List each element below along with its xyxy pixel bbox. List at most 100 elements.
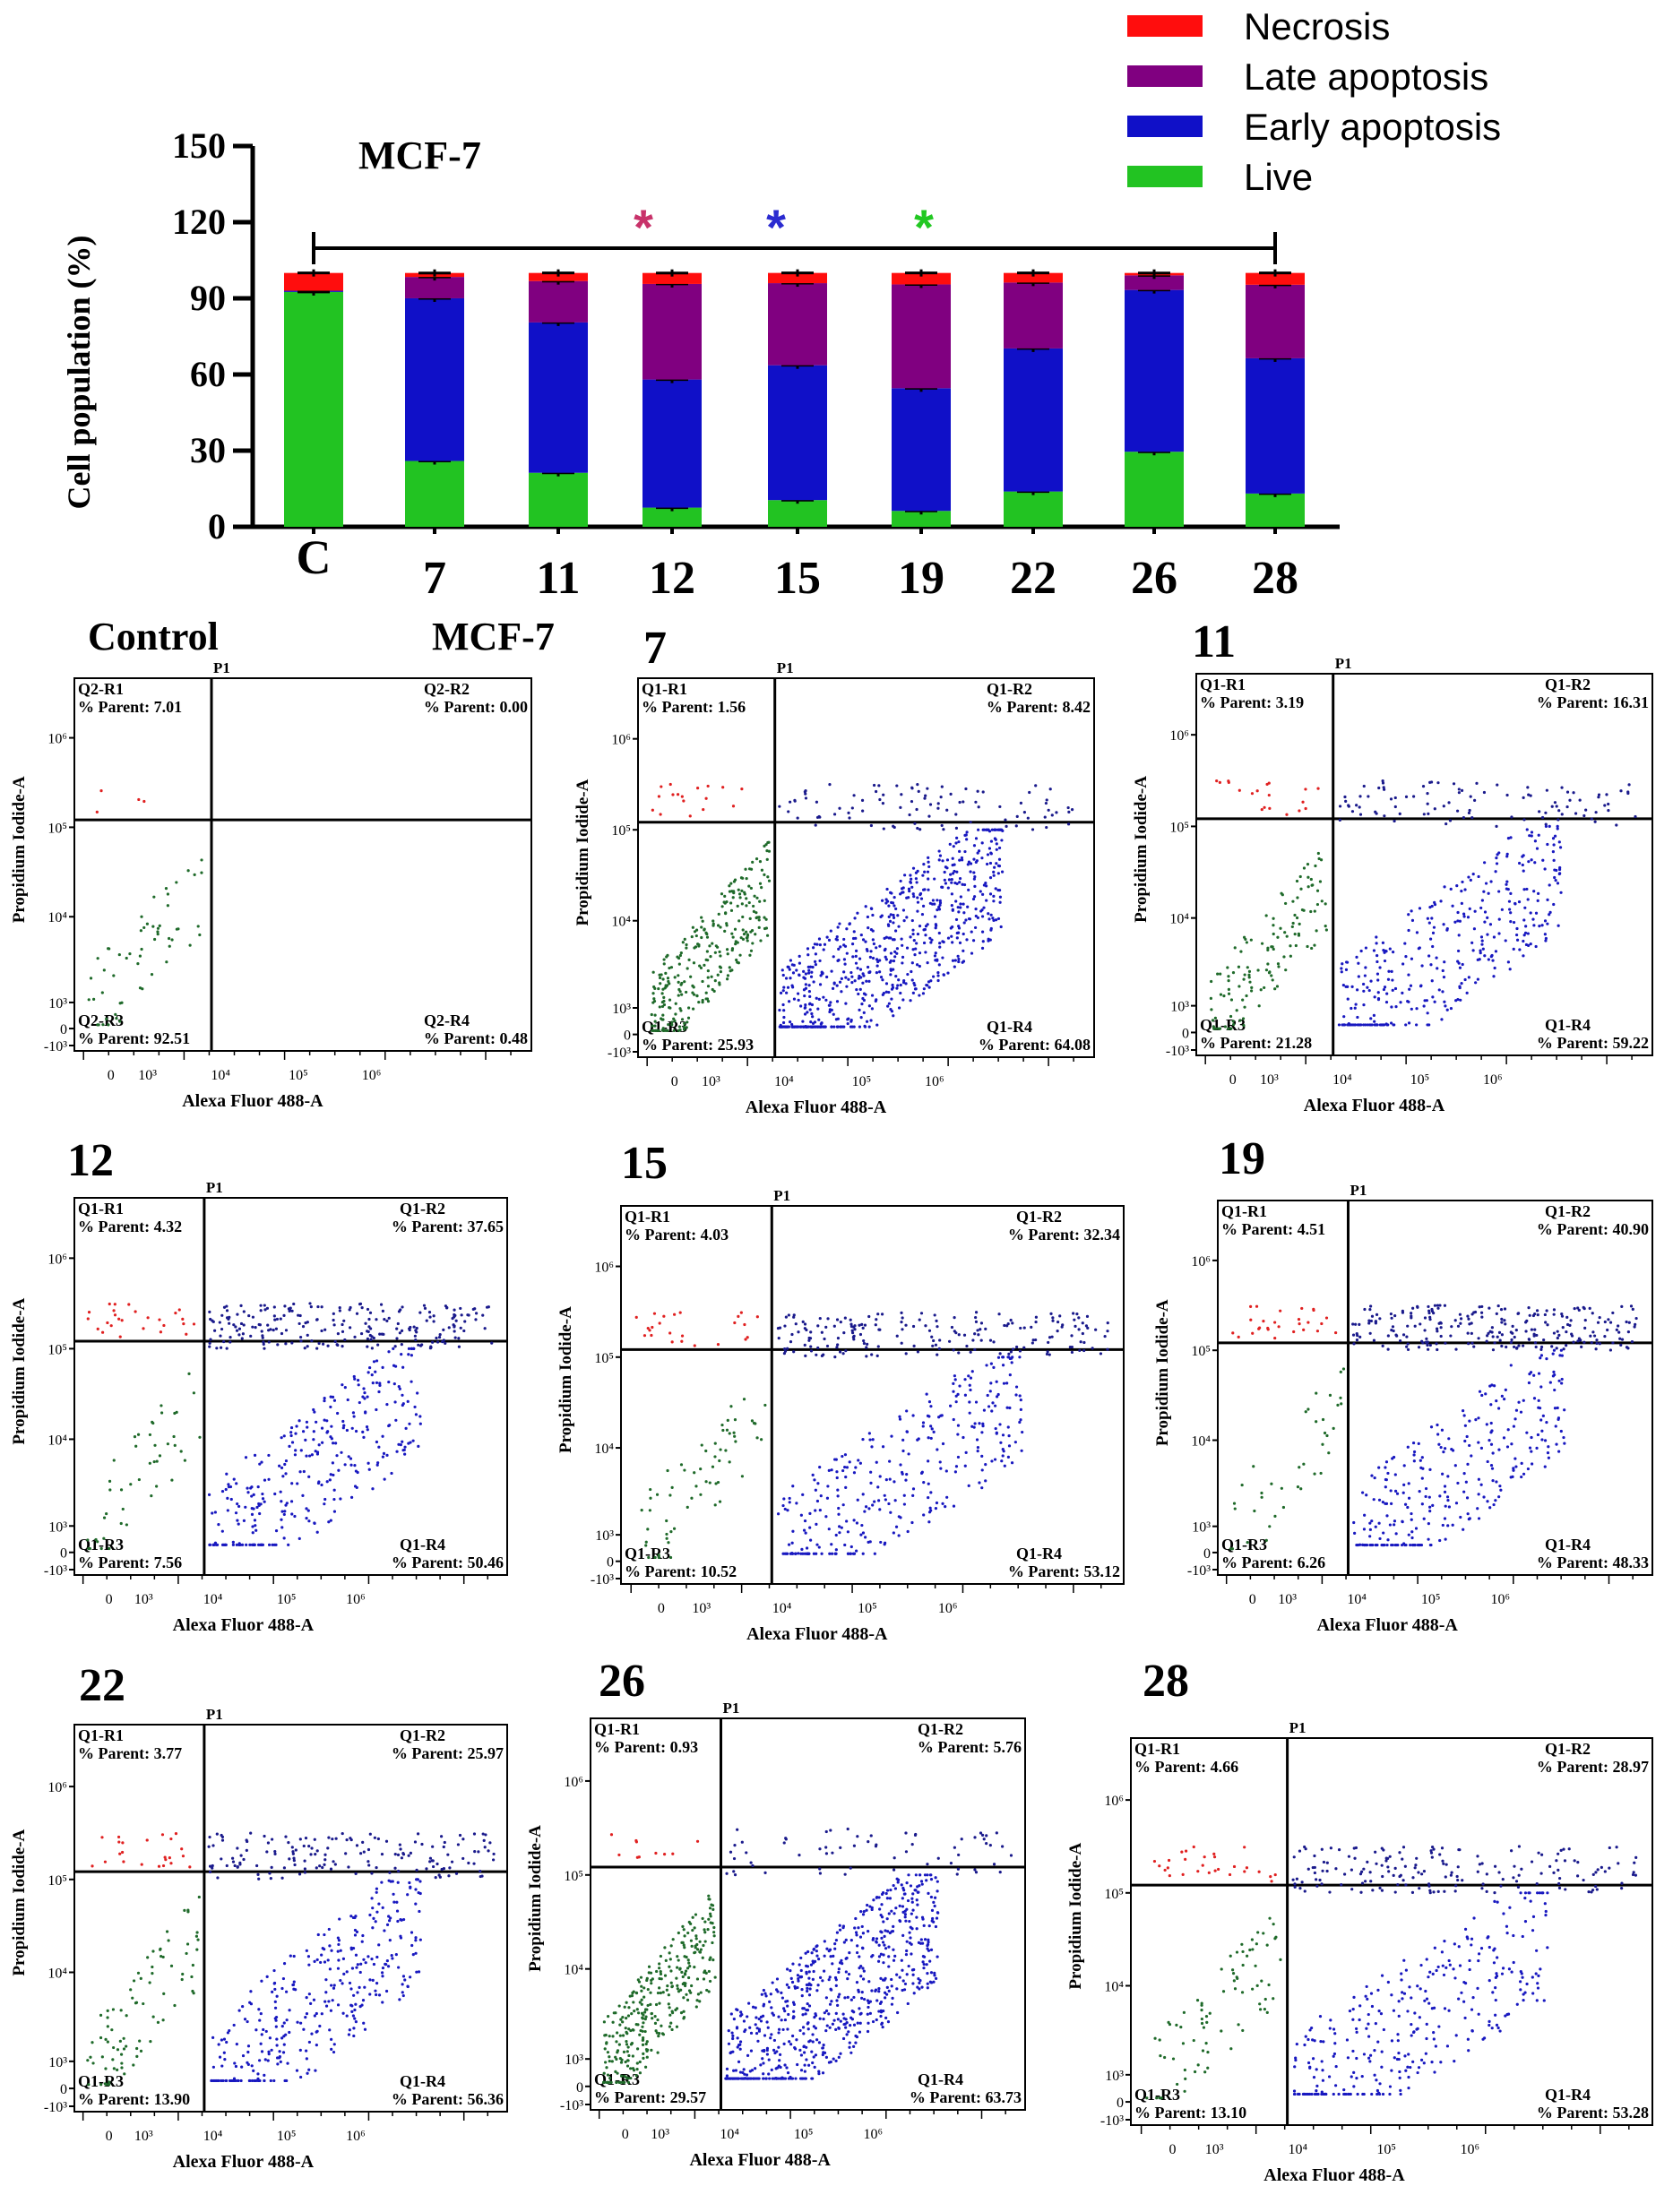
- event-dot: [716, 1343, 720, 1347]
- event-dot: [122, 1860, 125, 1863]
- event-dot: [385, 1319, 389, 1322]
- event-dot: [1358, 1543, 1362, 1546]
- event-dot: [119, 2053, 124, 2056]
- quadrant-percent: % Parent: 4.03: [625, 1226, 729, 1244]
- event-dot: [854, 961, 858, 965]
- event-dot: [923, 870, 927, 874]
- event-dot: [213, 2079, 217, 2083]
- quadrant-percent: % Parent: 5.76: [918, 1738, 1022, 1756]
- event-dot: [1456, 919, 1460, 923]
- event-dot: [707, 1917, 711, 1921]
- event-dot: [355, 1930, 359, 1933]
- event-dot: [1313, 943, 1316, 947]
- event-dot: [660, 785, 663, 788]
- event-dot: [1509, 1476, 1513, 1479]
- event-dot: [865, 979, 868, 983]
- event-dot: [960, 1838, 963, 1841]
- event-dot: [256, 1872, 260, 1876]
- event-dot: [1403, 942, 1407, 945]
- event-dot: [874, 1323, 877, 1327]
- event-dot: [1427, 1309, 1431, 1313]
- event-dot: [387, 1316, 391, 1320]
- event-dot: [267, 1543, 272, 1546]
- event-dot: [370, 1958, 374, 1961]
- event-dot: [349, 1457, 353, 1460]
- event-dot: [1393, 1489, 1398, 1493]
- event-dot: [387, 1350, 391, 1354]
- event-dot: [348, 1308, 351, 1312]
- event-dot: [164, 887, 168, 891]
- event-dot: [811, 1015, 815, 1019]
- event-dot: [312, 1430, 315, 1433]
- event-dot: [1532, 890, 1536, 893]
- event-dot: [765, 934, 770, 937]
- event-dot: [1496, 1335, 1499, 1338]
- event-dot: [938, 945, 942, 949]
- x-tick-label: 26: [1131, 553, 1177, 604]
- event-dot: [708, 1906, 712, 1910]
- event-dot: [964, 833, 968, 837]
- event-dot: [924, 794, 927, 797]
- event-dot: [743, 1322, 746, 1327]
- event-dot: [283, 1462, 287, 1467]
- event-dot: [368, 1978, 372, 1982]
- event-dot: [313, 1410, 316, 1414]
- event-dot: [1470, 941, 1474, 944]
- event-dot: [1213, 1016, 1217, 1020]
- event-dot: [1530, 831, 1534, 834]
- event-dot: [127, 1303, 131, 1306]
- event-dot: [895, 986, 899, 990]
- event-dot: [658, 1321, 661, 1325]
- event-dot: [888, 1459, 892, 1463]
- event-dot: [324, 1991, 328, 1994]
- event-dot: [1544, 824, 1548, 829]
- event-dot: [1393, 819, 1396, 823]
- event-dot: [938, 903, 942, 907]
- event-dot: [136, 1971, 141, 1975]
- event-dot: [653, 1013, 657, 1017]
- event-dot: [1219, 972, 1222, 976]
- event-dot: [731, 896, 735, 899]
- event-dot: [992, 874, 996, 877]
- event-dot: [847, 811, 850, 814]
- event-dot: [1497, 890, 1501, 893]
- event-dot: [885, 887, 889, 891]
- event-dot: [803, 1327, 806, 1330]
- event-dot: [682, 799, 686, 803]
- event-dot: [1489, 1403, 1493, 1407]
- event-dot: [145, 922, 150, 925]
- event-dot: [444, 1304, 448, 1308]
- event-dot: [1557, 840, 1561, 844]
- event-dot: [916, 909, 919, 913]
- event-dot: [1490, 1429, 1494, 1433]
- event-dot: [831, 1851, 834, 1855]
- event-dot: [241, 2053, 246, 2058]
- x-tick-label: 10⁵: [852, 1074, 872, 1089]
- event-dot: [733, 1844, 737, 1847]
- event-dot: [1479, 949, 1482, 952]
- event-dot: [343, 1338, 347, 1342]
- event-dot: [949, 873, 953, 876]
- event-dot: [361, 1999, 366, 2002]
- event-dot: [1323, 1431, 1327, 1435]
- event-dot: [1611, 1341, 1615, 1345]
- event-dot: [991, 917, 995, 920]
- event-dot: [990, 1459, 994, 1463]
- event-dot: [1355, 1331, 1358, 1336]
- event-dot: [1428, 1343, 1432, 1347]
- event-dot: [1521, 863, 1524, 867]
- event-dot: [657, 2035, 660, 2038]
- event-dot: [649, 1496, 652, 1500]
- event-dot: [1227, 979, 1230, 983]
- event-dot: [858, 1008, 861, 1011]
- event-dot: [1008, 1406, 1012, 1410]
- event-dot: [658, 1962, 661, 1966]
- event-dot: [91, 2061, 95, 2065]
- event-dot: [718, 965, 722, 968]
- event-dot: [115, 1017, 118, 1020]
- event-dot: [299, 1339, 303, 1343]
- event-dot: [362, 1958, 366, 1961]
- event-dot: [1215, 779, 1219, 783]
- event-dot: [869, 950, 873, 953]
- event-dot: [332, 1318, 335, 1322]
